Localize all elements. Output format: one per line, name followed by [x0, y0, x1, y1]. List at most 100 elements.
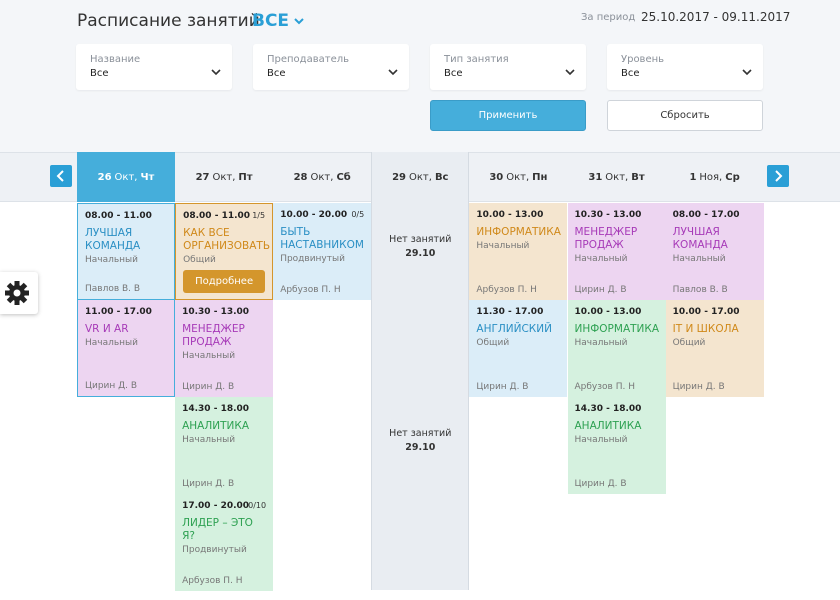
event-card[interactable]: 14.30 - 18.00 АНАЛИТИКА Начальный Цирин Д. … — [567, 397, 666, 494]
event-title: КАК ВСЕ ОРГАНИЗОВАТЬ — [183, 227, 271, 252]
chevron — [564, 62, 576, 81]
day-month: Окт, — [114, 171, 138, 183]
event-title: IT И ШКОЛА — [672, 323, 739, 335]
apply-button[interactable]: Применить — [430, 100, 586, 131]
event-card[interactable]: 10.00 - 17.00 IT И ШКОЛА Общий Цирин Д. В — [665, 300, 764, 397]
event-level: Начальный — [476, 241, 530, 251]
details-button[interactable]: Подробнее — [183, 270, 266, 293]
event-card[interactable]: 17.00 - 20.00 ЛИДЕР – ЭТО Я? Продвинутый Ар… — [175, 494, 274, 591]
day-month: Окт, — [409, 171, 432, 183]
event-teacher: Цирин Д. В — [672, 382, 725, 392]
event-teacher: Павлов В. В — [85, 284, 141, 294]
event-time: 08.00 - 11.00 — [85, 211, 152, 221]
day-month: Окт, — [506, 171, 530, 183]
filter-label: Название — [90, 54, 141, 65]
event-count: 1/5 — [252, 211, 266, 220]
event-card[interactable]: 10.00 - 13.00 ИНФОРМАТИКА Начальный Арбузов… — [567, 300, 666, 397]
event-card[interactable]: 08.00 - 17.00 ЛУЧШАЯ КОМАНДА Начальный Павл… — [665, 203, 764, 300]
day-header[interactable]: 29 Окт, Вс — [371, 152, 469, 202]
day-header[interactable]: 26 Окт, Чт — [77, 152, 175, 202]
event-time: 08.00 - 11.00 — [183, 211, 251, 221]
day-weekday: Вт — [631, 171, 645, 183]
arrow-left — [56, 170, 64, 182]
event-card[interactable]: 11.30 - 17.00 АНГЛИЙСКИЙ Общий Цирин Д. В — [469, 300, 568, 397]
filter-select[interactable]: Тип занятия Все — [430, 44, 586, 90]
event-level: Общий — [476, 338, 510, 348]
event-teacher: Арбузов П. Н — [182, 576, 243, 586]
day-date: 28 — [293, 171, 308, 183]
day-header[interactable]: 30 Окт, Пн — [469, 152, 567, 202]
period: 25.10.2017 - 09.11.2017 — [641, 10, 791, 24]
no-classes: Нет занятий 29.10 — [371, 428, 469, 453]
filter-value: Все — [444, 68, 463, 79]
filter-select[interactable]: Преподаватель Все — [253, 44, 409, 90]
period-label: За период — [581, 12, 636, 23]
event-teacher: Цирин Д. В — [85, 381, 138, 391]
day-month: Окт, — [605, 171, 629, 183]
event-title: VR И AR — [85, 323, 129, 335]
day-date: 31 — [588, 171, 603, 183]
next-button[interactable] — [767, 165, 789, 187]
event-title: МЕНЕДЖЕР ПРОДАЖ — [182, 323, 245, 348]
event-teacher: Цирин Д. В — [574, 479, 627, 489]
settings-button[interactable] — [0, 272, 38, 314]
page-title: Расписание занятий — [77, 11, 260, 31]
filter-value: Все — [621, 68, 640, 79]
reset-button[interactable]: Сбросить — [607, 100, 763, 131]
event-level: Общий — [672, 338, 706, 348]
event-title: АНАЛИТИКА — [574, 420, 642, 432]
filter-value: Все — [90, 68, 109, 79]
event-time: 10.00 - 13.00 — [574, 307, 642, 317]
day-header[interactable]: 28 Окт, Сб — [273, 152, 371, 202]
day-header[interactable]: 31 Окт, Вт — [568, 152, 666, 202]
day-month: Ноя, — [699, 171, 723, 183]
arrow-right — [775, 170, 783, 182]
day-header[interactable]: 27 Окт, Пт — [175, 152, 273, 202]
event-card[interactable]: 08.00 - 11.00 ЛУЧШАЯ КОМАНДА Начальный Павл… — [77, 203, 175, 300]
event-time: 14.30 - 18.00 — [574, 404, 642, 414]
event-count: 0/5 — [351, 210, 365, 219]
event-time: 08.00 - 17.00 — [672, 210, 740, 220]
day-date: 27 — [195, 171, 210, 183]
event-card[interactable]: 10.30 - 13.00 МЕНЕДЖЕР ПРОДАЖ Начальный Цир… — [567, 203, 666, 300]
day-header[interactable]: 1 Ноя, Ср — [666, 152, 764, 202]
event-level: Продвинутый — [182, 545, 247, 555]
filter-label: Тип занятия — [444, 54, 509, 65]
day-date: 29 — [392, 171, 407, 183]
prev-button[interactable] — [50, 165, 72, 187]
event-teacher: Цирин Д. В — [182, 382, 235, 392]
event-level: Начальный — [574, 435, 628, 445]
event-card[interactable]: 08.00 - 11.00 КАК ВСЕ ОРГАНИЗОВАТЬ Общий 1/… — [175, 203, 274, 300]
day-date: 26 — [97, 171, 112, 183]
day-month: Окт, — [212, 171, 236, 183]
event-title: ЛУЧШАЯ КОМАНДА — [672, 226, 728, 251]
event-teacher: Арбузов П. Н — [280, 285, 341, 295]
event-card[interactable]: 10.30 - 13.00 МЕНЕДЖЕР ПРОДАЖ Начальный Цир… — [175, 300, 274, 397]
filter-select[interactable]: Уровень Все — [607, 44, 763, 90]
event-card[interactable]: 14.30 - 18.00 АНАЛИТИКА Начальный Цирин Д. … — [175, 397, 274, 494]
event-teacher: Павлов В. В — [672, 285, 728, 295]
day-weekday: Пн — [532, 171, 548, 183]
event-card[interactable]: 10.00 - 20.00 БЫТЬ НАСТАВНИКОМ Продвинутый… — [273, 203, 372, 300]
event-title: МЕНЕДЖЕР ПРОДАЖ — [574, 226, 638, 251]
event-title: ИНФОРМАТИКА — [574, 323, 660, 335]
filter-value: ВСЕ — [252, 11, 290, 31]
day-date: 30 — [489, 171, 504, 183]
event-level: Начальный — [182, 435, 236, 445]
event-title: БЫТЬ НАСТАВНИКОМ — [280, 226, 364, 251]
event-card[interactable]: 10.00 - 13.00 ИНФОРМАТИКА Начальный Арбузов… — [469, 203, 568, 300]
event-level: Начальный — [574, 338, 628, 348]
event-time: 11.00 - 17.00 — [85, 307, 152, 317]
event-title: ЛУЧШАЯ КОМАНДА — [85, 227, 141, 252]
event-time: 14.30 - 18.00 — [182, 404, 250, 414]
chevron — [210, 62, 222, 81]
event-title: ИНФОРМАТИКА — [476, 226, 561, 238]
filter-dropdown[interactable]: ВСЕ — [252, 11, 305, 31]
no-classes-text: Нет занятий — [389, 428, 452, 439]
gear-icon — [5, 281, 29, 305]
day-weekday: Ср — [725, 171, 740, 183]
filter-select[interactable]: Название Все — [76, 44, 232, 90]
event-level: Общий — [183, 255, 216, 265]
event-teacher: Цирин Д. В — [182, 479, 235, 489]
event-card[interactable]: 11.00 - 17.00 VR И AR Начальный Цирин Д. В — [77, 300, 175, 397]
